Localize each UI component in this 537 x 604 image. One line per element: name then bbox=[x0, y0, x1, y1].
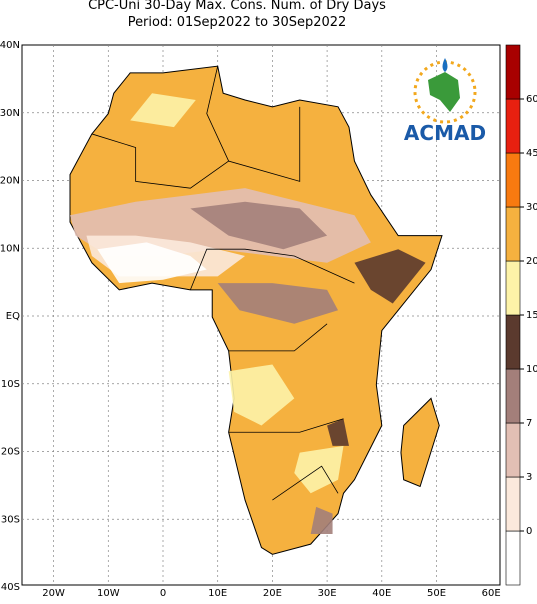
colorbar-swatch bbox=[505, 206, 521, 262]
colorbar-label: 0 bbox=[526, 526, 532, 537]
colorbar-swatch bbox=[505, 422, 521, 478]
dryday-region bbox=[130, 93, 196, 128]
lat-label: 30N bbox=[0, 108, 20, 119]
lat-label: 10N bbox=[0, 243, 20, 254]
colorbar-label: 15 bbox=[526, 310, 537, 321]
border bbox=[189, 248, 355, 291]
colorbar-label: 60 bbox=[526, 94, 537, 105]
colorbar-label: 30 bbox=[526, 202, 537, 213]
colorbar-label: 10 bbox=[526, 364, 537, 375]
dryday-region bbox=[190, 201, 328, 250]
lon-label: 10E bbox=[208, 588, 227, 599]
lat-label: EQ bbox=[6, 311, 20, 322]
map-title: CPC-Uni 30-Day Max. Cons. Num. of Dry Da… bbox=[88, 0, 386, 13]
logo-text: ACMAD bbox=[404, 121, 486, 145]
colorbar-swatch bbox=[505, 260, 521, 316]
colorbar-swatch bbox=[505, 476, 521, 532]
border bbox=[228, 323, 328, 352]
logo-africa bbox=[428, 72, 460, 112]
dryday-region bbox=[97, 242, 207, 284]
colorbar-swatch bbox=[505, 314, 521, 370]
border bbox=[228, 418, 344, 433]
colorbar-swatch bbox=[505, 44, 521, 100]
lat-label: 40S bbox=[1, 582, 20, 593]
lat-label: 20S bbox=[1, 447, 20, 458]
logo-drop bbox=[442, 58, 448, 72]
lat-label: 30S bbox=[1, 514, 20, 525]
colorbar-label: 3 bbox=[526, 472, 532, 483]
logo: ACMAD bbox=[404, 58, 486, 145]
colorbar: 0 3 7 10 15 20 30 45 60 bbox=[505, 44, 537, 586]
dryday-region bbox=[217, 283, 339, 324]
colorbar-label: 7 bbox=[526, 418, 532, 429]
colorbar-swatch bbox=[505, 530, 521, 586]
border bbox=[272, 465, 339, 501]
map-subtitle: Period: 01Sep2022 to 30Sep2022 bbox=[128, 15, 347, 30]
border bbox=[91, 106, 301, 189]
border bbox=[206, 66, 230, 162]
lon-label: 20W bbox=[42, 588, 65, 599]
colorbar-swatch bbox=[505, 98, 521, 154]
lon-label: 60E bbox=[482, 588, 501, 599]
colorbar-swatch bbox=[505, 152, 521, 208]
colorbar-label: 20 bbox=[526, 256, 537, 267]
madagascar bbox=[400, 397, 440, 488]
lat-label: 20N bbox=[0, 176, 20, 187]
lon-label: 40E bbox=[372, 588, 391, 599]
lon-label: 30E bbox=[318, 588, 337, 599]
lon-label: 20E bbox=[263, 588, 282, 599]
lon-label: 10W bbox=[97, 588, 120, 599]
lat-label: 10S bbox=[1, 379, 20, 390]
land bbox=[69, 65, 443, 555]
lon-label: 50E bbox=[427, 588, 446, 599]
lat-label: 40N bbox=[0, 40, 20, 51]
dryday-region bbox=[310, 506, 333, 534]
dryday-region bbox=[228, 364, 295, 426]
colorbar-swatch bbox=[505, 368, 521, 424]
colorbar-label: 45 bbox=[526, 148, 537, 159]
dryday-region bbox=[327, 418, 349, 446]
lon-label: 0 bbox=[160, 588, 166, 599]
dryday-region bbox=[354, 249, 426, 304]
